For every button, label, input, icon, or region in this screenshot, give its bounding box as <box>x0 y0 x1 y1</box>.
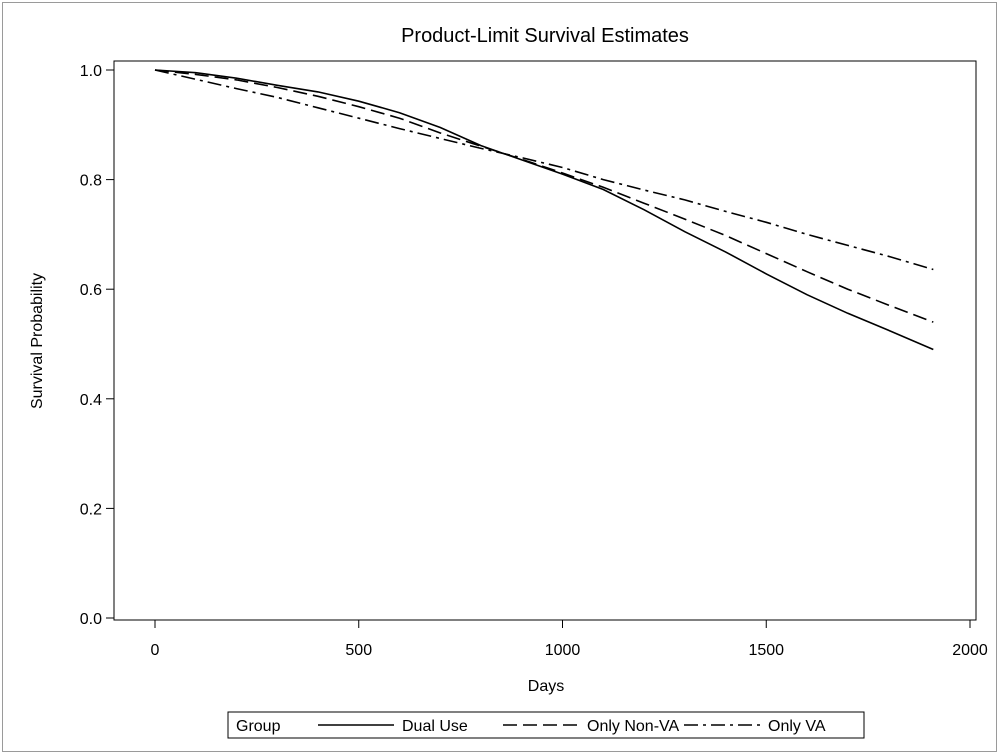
x-axis-label: Days <box>528 678 564 695</box>
series-line-only-va <box>154 69 934 271</box>
x-tick-label: 1000 <box>545 642 581 659</box>
y-tick-label: 0.0 <box>80 611 102 628</box>
y-axis-label: Survival Probability <box>29 273 46 409</box>
x-tick-label: 0 <box>151 642 160 659</box>
legend-box <box>227 711 865 739</box>
y-tick-label: 1.0 <box>80 63 102 80</box>
legend-title: Group <box>236 718 281 735</box>
plot-area <box>113 60 977 621</box>
x-tick-label: 500 <box>345 642 372 659</box>
x-axis: 0 500 1000 1500 2000 <box>151 620 988 659</box>
y-axis: 0.0 0.2 0.4 0.6 0.8 1.0 <box>80 63 114 628</box>
y-tick-label: 0.6 <box>80 282 102 299</box>
series-line-only-non-va <box>154 69 934 323</box>
x-tick-label: 1500 <box>748 642 784 659</box>
y-tick-label: 0.2 <box>80 501 102 518</box>
series-lines <box>154 69 934 351</box>
x-tick-label: 2000 <box>952 642 988 659</box>
legend: Group Dual Use Only Non-VA Only VA <box>227 711 865 739</box>
series-line-dual-use <box>154 69 934 351</box>
chart-title: Product-Limit Survival Estimates <box>401 25 689 47</box>
legend-label: Only Non-VA <box>587 718 680 735</box>
legend-label: Only VA <box>768 718 826 735</box>
y-tick-label: 0.8 <box>80 173 102 190</box>
legend-label: Dual Use <box>402 718 468 735</box>
y-tick-label: 0.4 <box>80 392 102 409</box>
